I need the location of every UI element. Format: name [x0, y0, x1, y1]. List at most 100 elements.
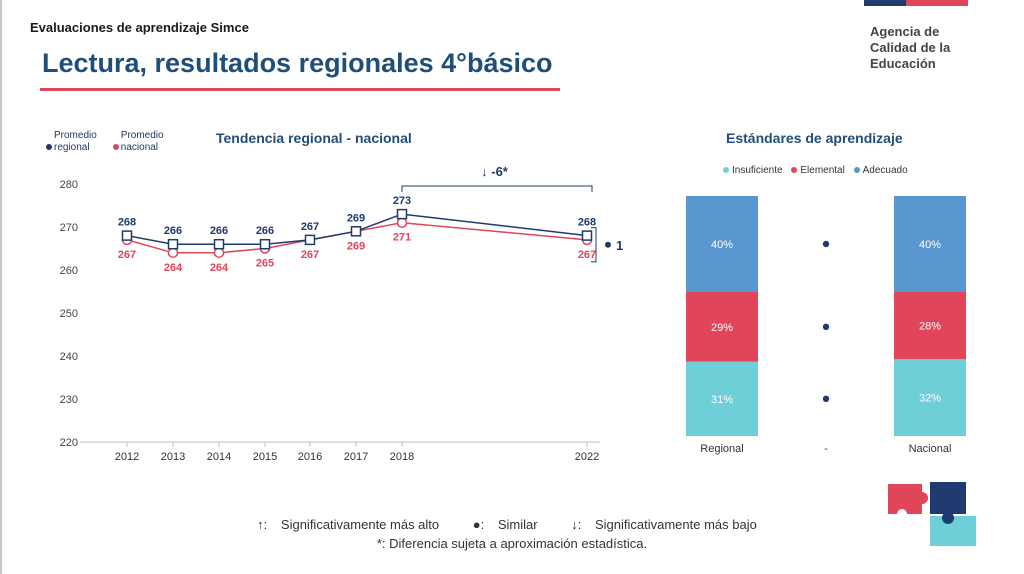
trend-change-label: ↓ -6*	[481, 164, 509, 179]
y-tick-label: 270	[60, 222, 78, 234]
trend-chart-title: Tendencia regional - nacional	[216, 130, 412, 146]
similar-dot-elemental	[822, 323, 830, 330]
x-tick-label: 2017	[344, 451, 368, 463]
legend-elemental: Elemental	[791, 165, 845, 176]
footnote-down: ↓: Significativamente más bajo	[571, 517, 757, 532]
regional-data-label: 273	[393, 195, 411, 207]
regional-point	[259, 238, 271, 250]
standards-chart-title: Estándares de aprendizaje	[726, 130, 903, 146]
logo-text: Agencia de Calidad de la Educación	[870, 24, 951, 71]
regional-data-label: 268	[118, 217, 136, 229]
series-line-regional	[126, 213, 588, 245]
regional-point	[121, 230, 133, 241]
legend-nacional: Promedio nacional	[112, 130, 173, 154]
regional-point	[213, 238, 225, 250]
legend-regional-label: Promedio regional	[54, 130, 97, 153]
puzzle-icon	[888, 482, 976, 546]
page-title: Lectura, resultados regionales 4°básico	[42, 48, 553, 78]
nacional-data-label: 264	[210, 262, 229, 274]
legend-adecuado: Adecuado	[853, 165, 908, 176]
standards-chart: Regional 31% 29% 40% - Nacional 32% 28% 40%	[686, 196, 966, 455]
bar-segment-elemental	[686, 292, 758, 362]
legend-insuficiente: Insuficiente	[723, 165, 783, 176]
standards-category-label: Regional	[700, 443, 743, 455]
trend-legend: Promedio regional Promedio nacional	[46, 130, 177, 154]
legend-nacional-label: Promedio nacional	[120, 130, 164, 153]
gap-label: 1	[616, 238, 623, 253]
y-tick-label: 220	[60, 437, 78, 449]
nacional-point	[213, 247, 225, 259]
bar-segment-insuficiente	[686, 361, 758, 436]
nacional-data-label: 267	[118, 249, 136, 261]
regional-point	[350, 226, 362, 237]
x-tick-label: 2012	[115, 451, 139, 463]
regional-data-label: 267	[301, 221, 319, 233]
regional-data-label: 269	[347, 212, 365, 224]
title-underline	[40, 88, 560, 91]
legend-nacional-dot	[112, 144, 119, 151]
nacional-data-label: 271	[393, 232, 411, 244]
bar-segment-label: 32%	[919, 393, 941, 405]
agency-logo: Agencia de Calidad de la Educación	[864, 0, 968, 72]
regional-data-label: 266	[210, 225, 228, 237]
legend-elemental-label: Elemental	[800, 165, 845, 176]
regional-point	[304, 234, 316, 246]
regional-point	[167, 238, 179, 250]
series-line-nacional	[126, 221, 588, 254]
x-tick-label: 2014	[207, 451, 231, 463]
footnote-similar-text: Similar	[497, 517, 538, 532]
standards-category-label: Nacional	[909, 443, 952, 455]
y-tick-label: 240	[60, 351, 78, 363]
bar-segment-label: 29%	[711, 322, 733, 334]
logo-color-bar	[864, 0, 968, 6]
nacional-point	[396, 217, 408, 228]
x-tick-label: 2013	[161, 451, 185, 463]
bar-segment-adecuado	[894, 196, 966, 292]
bar-segment-label: 31%	[711, 394, 733, 406]
left-edge	[0, 0, 2, 574]
nacional-data-label: 269	[347, 240, 365, 252]
bar-segment-adecuado	[686, 196, 758, 292]
footnote-legend: ↑: Significativamente más alto ●: Simila…	[0, 517, 1024, 532]
gap-similar-dot	[605, 241, 611, 248]
legend-insuficiente-label: Insuficiente	[732, 165, 783, 176]
regional-point	[581, 230, 593, 241]
nacional-data-label: 265	[256, 258, 274, 270]
regional-data-label: 268	[578, 217, 596, 229]
footnote-approx: *: Diferencia sujeta a aproximación esta…	[376, 536, 648, 551]
kicker-text: Evaluaciones de aprendizaje Simce	[30, 20, 249, 35]
footnote-down-text: Significativamente más bajo	[594, 517, 757, 532]
nacional-point	[167, 247, 179, 259]
legend-regional: Promedio regional	[46, 130, 106, 154]
x-tick-label: 2016	[298, 451, 322, 463]
footnote-up: ↑: Significativamente más alto	[257, 517, 440, 532]
bar-segment-label: 40%	[919, 239, 941, 251]
x-tick-label: 2022	[575, 451, 599, 463]
gap-bracket	[591, 227, 597, 263]
regional-data-label: 266	[256, 225, 274, 237]
regional-point	[396, 208, 408, 220]
bar-segment-label: 28%	[919, 321, 941, 333]
trend-chart: 220 230 240 250 260 270 280 2012 2013 2014 2015 201…	[60, 164, 624, 463]
y-tick-label: 280	[60, 179, 78, 191]
footnote-similar: ●: Similar	[472, 517, 538, 532]
footnote-up-text: Significativamente más alto	[280, 517, 440, 532]
bar-segment-label: 40%	[711, 239, 733, 251]
nacional-data-label: 264	[164, 262, 183, 274]
legend-adecuado-label: Adecuado	[862, 165, 908, 176]
nacional-data-label: 267	[578, 249, 596, 261]
bar-segment-insuficiente	[894, 359, 966, 436]
standards-legend: Insuficiente Elemental Adecuado	[723, 165, 914, 176]
y-tick-label: 230	[60, 394, 78, 406]
similar-dot-insuficiente	[822, 395, 830, 402]
nacional-data-label: 267	[301, 249, 319, 261]
y-tick-label: 250	[60, 308, 78, 320]
trend-change-bracket	[401, 185, 593, 192]
x-tick-label: 2015	[253, 451, 277, 463]
legend-regional-dot	[46, 144, 52, 151]
bar-segment-elemental	[894, 292, 966, 360]
y-tick-label: 260	[60, 265, 78, 277]
similar-dot-adecuado	[822, 240, 830, 248]
regional-data-label: 266	[164, 225, 182, 237]
standards-category-label: -	[824, 443, 828, 455]
